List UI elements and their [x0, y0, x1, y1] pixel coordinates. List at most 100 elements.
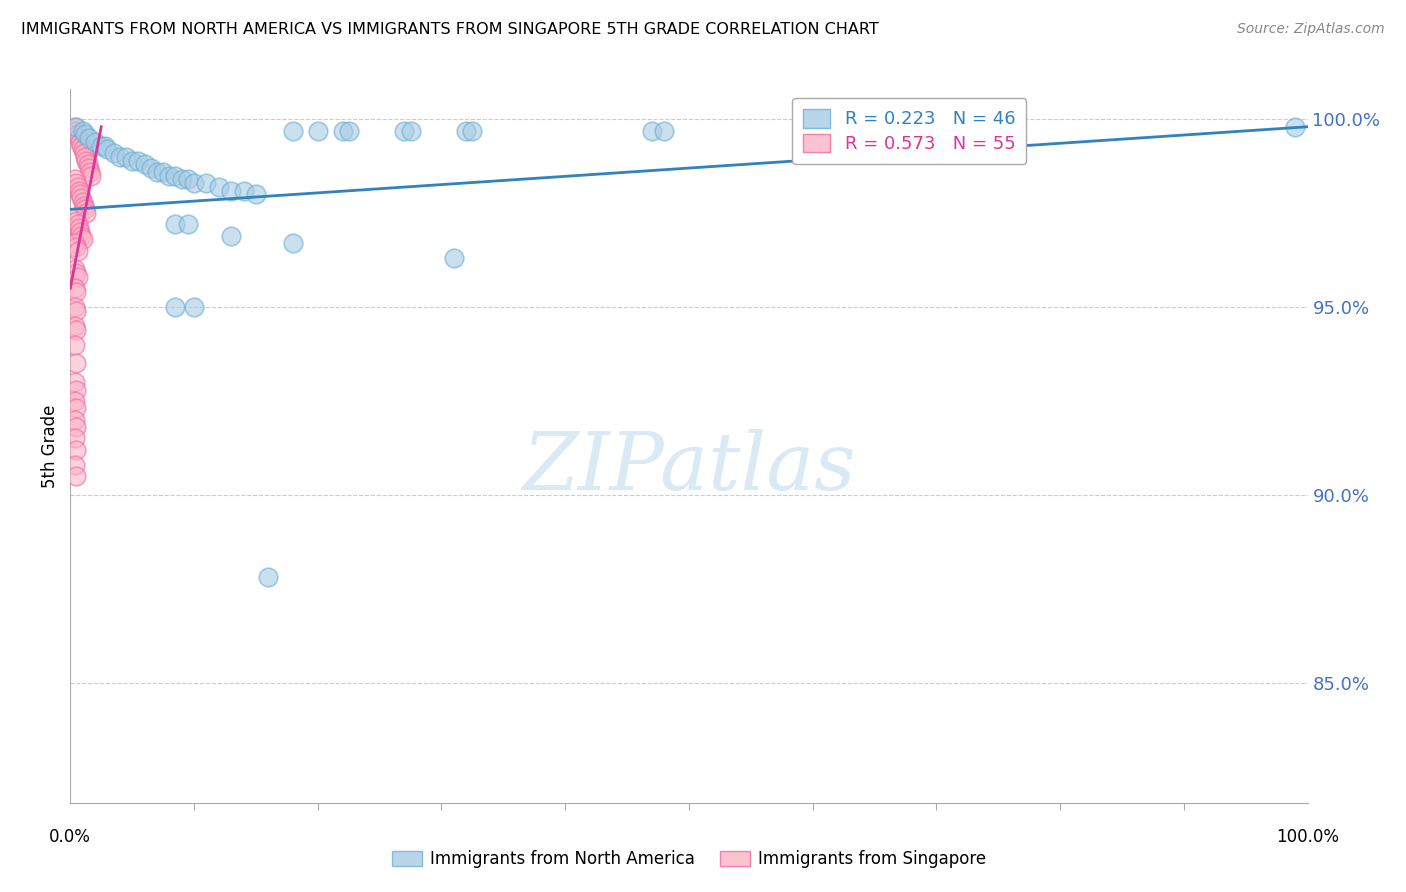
Point — [65, 469, 87, 483]
Point — [65, 120, 87, 134]
Point — [332, 123, 354, 137]
Point — [67, 221, 90, 235]
Point — [652, 123, 675, 137]
Point — [65, 337, 87, 351]
Point — [65, 262, 87, 277]
Text: 0.0%: 0.0% — [49, 828, 91, 846]
Point — [65, 213, 87, 227]
Point — [195, 176, 218, 190]
Point — [65, 322, 87, 336]
Point — [65, 176, 87, 190]
Point — [307, 123, 329, 137]
Text: IMMIGRANTS FROM NORTH AMERICA VS IMMIGRANTS FROM SINGAPORE 5TH GRADE CORRELATION: IMMIGRANTS FROM NORTH AMERICA VS IMMIGRA… — [21, 22, 879, 37]
Point — [461, 123, 484, 137]
Point — [65, 401, 87, 416]
Point — [66, 179, 89, 194]
Point — [146, 165, 169, 179]
Point — [75, 150, 97, 164]
Point — [76, 157, 98, 171]
Point — [65, 393, 87, 408]
Point — [65, 420, 87, 434]
Point — [121, 153, 143, 168]
Point — [65, 442, 87, 457]
Point — [65, 172, 87, 186]
Point — [165, 218, 187, 232]
Point — [70, 138, 93, 153]
Point — [75, 206, 97, 220]
Point — [72, 142, 94, 156]
Point — [66, 244, 89, 258]
Point — [72, 232, 94, 246]
Point — [72, 194, 94, 209]
Text: ZIPatlas: ZIPatlas — [522, 429, 856, 506]
Point — [90, 138, 112, 153]
Point — [84, 135, 107, 149]
Point — [80, 169, 103, 183]
Point — [96, 142, 118, 156]
Point — [65, 356, 87, 370]
Point — [65, 432, 87, 446]
Point — [157, 169, 180, 183]
Point — [443, 251, 465, 265]
Point — [337, 123, 360, 137]
Legend: Immigrants from North America, Immigrants from Singapore: Immigrants from North America, Immigrant… — [385, 844, 993, 875]
Point — [177, 172, 200, 186]
Point — [183, 300, 205, 314]
Point — [79, 165, 101, 179]
Point — [108, 150, 131, 164]
Point — [66, 270, 89, 285]
Point — [219, 228, 242, 243]
Point — [115, 150, 138, 164]
Point — [399, 123, 422, 137]
Point — [165, 169, 187, 183]
Point — [70, 228, 93, 243]
Point — [65, 123, 87, 137]
Point — [394, 123, 416, 137]
Point — [170, 172, 193, 186]
Point — [73, 146, 96, 161]
Point — [1284, 120, 1306, 134]
Point — [65, 318, 87, 333]
Point — [73, 199, 96, 213]
Point — [65, 375, 87, 389]
Point — [65, 303, 87, 318]
Point — [139, 161, 162, 175]
Legend: R = 0.223   N = 46, R = 0.573   N = 55: R = 0.223 N = 46, R = 0.573 N = 55 — [793, 98, 1026, 164]
Text: Source: ZipAtlas.com: Source: ZipAtlas.com — [1237, 22, 1385, 37]
Point — [65, 210, 87, 224]
Point — [65, 383, 87, 397]
Point — [69, 135, 91, 149]
Point — [65, 458, 87, 472]
Point — [281, 123, 304, 137]
Point — [67, 131, 90, 145]
Point — [257, 570, 280, 584]
Text: 100.0%: 100.0% — [1277, 828, 1339, 846]
Point — [65, 300, 87, 314]
Point — [641, 123, 664, 137]
Point — [65, 413, 87, 427]
Point — [65, 240, 87, 254]
Point — [65, 281, 87, 295]
Point — [219, 184, 242, 198]
Point — [65, 266, 87, 280]
Point — [134, 157, 156, 171]
Point — [245, 187, 267, 202]
Point — [103, 146, 125, 161]
Point — [77, 131, 100, 145]
Point — [232, 184, 254, 198]
Point — [69, 225, 91, 239]
Point — [127, 153, 149, 168]
Point — [94, 138, 117, 153]
Y-axis label: 5th Grade: 5th Grade — [41, 404, 59, 488]
Point — [77, 161, 100, 175]
Point — [183, 176, 205, 190]
Point — [69, 187, 91, 202]
Point — [75, 128, 97, 142]
Point — [177, 218, 200, 232]
Point — [456, 123, 478, 137]
Point — [75, 153, 97, 168]
Point — [208, 179, 231, 194]
Point — [66, 218, 89, 232]
Point — [165, 300, 187, 314]
Point — [70, 191, 93, 205]
